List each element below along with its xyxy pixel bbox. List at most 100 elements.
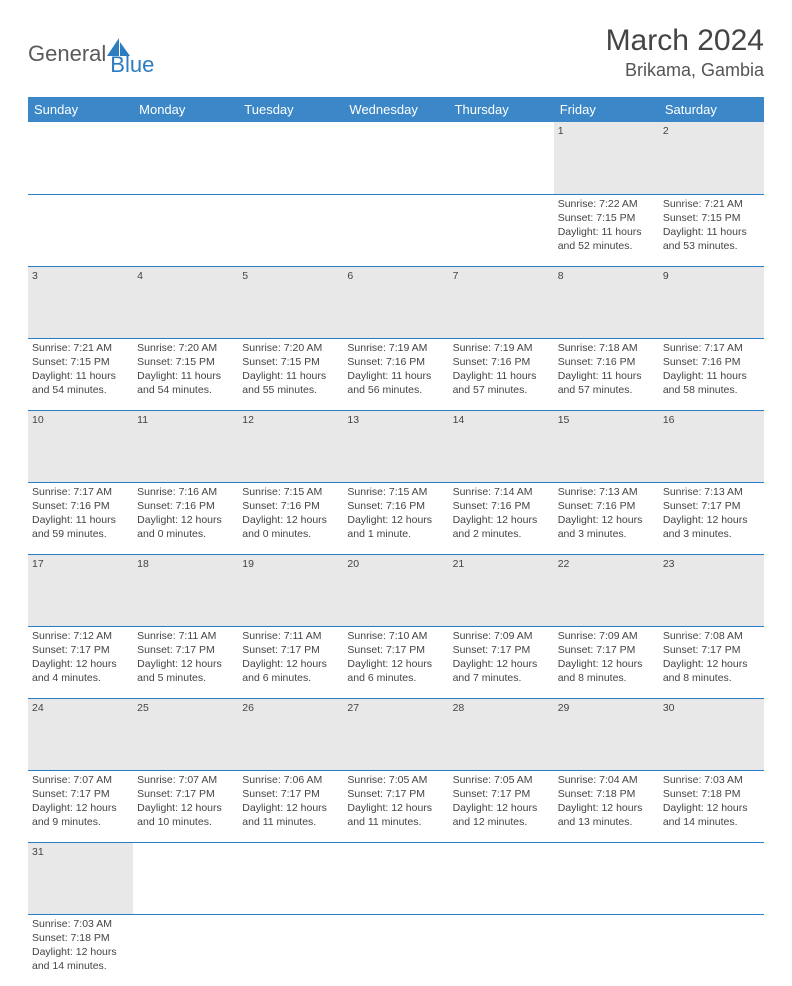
sunrise-text: Sunrise: 7:05 AM <box>347 773 444 787</box>
day-number-cell: 5 <box>238 266 343 338</box>
day-number-cell: 10 <box>28 410 133 482</box>
day-number-cell: 14 <box>449 410 554 482</box>
weekday-header: Friday <box>554 97 659 122</box>
sunset-text: Sunset: 7:16 PM <box>453 355 550 369</box>
daylight-text: and 0 minutes. <box>137 527 234 541</box>
daynum-row: 31 <box>28 842 764 914</box>
day-number-cell: 6 <box>343 266 448 338</box>
day-detail-cell: Sunrise: 7:21 AMSunset: 7:15 PMDaylight:… <box>28 338 133 410</box>
sunrise-text: Sunrise: 7:17 AM <box>663 341 760 355</box>
day-number-cell <box>28 122 133 194</box>
daylight-text: and 55 minutes. <box>242 383 339 397</box>
daylight-text: Daylight: 12 hours <box>347 513 444 527</box>
sunset-text: Sunset: 7:17 PM <box>663 643 760 657</box>
day-detail-cell: Sunrise: 7:16 AMSunset: 7:16 PMDaylight:… <box>133 482 238 554</box>
daylight-text: Daylight: 11 hours <box>347 369 444 383</box>
daylight-text: Daylight: 12 hours <box>347 657 444 671</box>
daylight-text: and 1 minute. <box>347 527 444 541</box>
sunset-text: Sunset: 7:18 PM <box>32 931 129 945</box>
day-detail-cell: Sunrise: 7:09 AMSunset: 7:17 PMDaylight:… <box>449 626 554 698</box>
sunset-text: Sunset: 7:17 PM <box>242 787 339 801</box>
daylight-text: Daylight: 12 hours <box>453 513 550 527</box>
sunrise-text: Sunrise: 7:10 AM <box>347 629 444 643</box>
daylight-text: Daylight: 12 hours <box>242 513 339 527</box>
daylight-text: Daylight: 12 hours <box>558 801 655 815</box>
day-number-cell <box>133 842 238 914</box>
sunrise-text: Sunrise: 7:08 AM <box>663 629 760 643</box>
daylight-text: Daylight: 12 hours <box>453 801 550 815</box>
sunrise-text: Sunrise: 7:04 AM <box>558 773 655 787</box>
sunset-text: Sunset: 7:17 PM <box>347 643 444 657</box>
day-detail-cell: Sunrise: 7:04 AMSunset: 7:18 PMDaylight:… <box>554 770 659 842</box>
daylight-text: and 58 minutes. <box>663 383 760 397</box>
daylight-text: and 52 minutes. <box>558 239 655 253</box>
sunrise-text: Sunrise: 7:17 AM <box>32 485 129 499</box>
sunrise-text: Sunrise: 7:11 AM <box>137 629 234 643</box>
day-detail-cell: Sunrise: 7:20 AMSunset: 7:15 PMDaylight:… <box>133 338 238 410</box>
page-title: March 2024 <box>606 24 764 58</box>
daylight-text: Daylight: 11 hours <box>558 225 655 239</box>
sunset-text: Sunset: 7:16 PM <box>242 499 339 513</box>
sunrise-text: Sunrise: 7:14 AM <box>453 485 550 499</box>
sunset-text: Sunset: 7:16 PM <box>347 499 444 513</box>
day-detail-cell: Sunrise: 7:17 AMSunset: 7:16 PMDaylight:… <box>28 482 133 554</box>
daylight-text: and 11 minutes. <box>242 815 339 829</box>
day-number-cell <box>343 842 448 914</box>
day-number-cell: 23 <box>659 554 764 626</box>
day-number-cell: 15 <box>554 410 659 482</box>
day-detail-cell: Sunrise: 7:05 AMSunset: 7:17 PMDaylight:… <box>449 770 554 842</box>
sunrise-text: Sunrise: 7:21 AM <box>32 341 129 355</box>
daylight-text: and 0 minutes. <box>242 527 339 541</box>
day-detail-cell <box>28 194 133 266</box>
daylight-text: Daylight: 12 hours <box>558 657 655 671</box>
day-detail-cell <box>449 914 554 986</box>
sunrise-text: Sunrise: 7:22 AM <box>558 197 655 211</box>
sunset-text: Sunset: 7:16 PM <box>453 499 550 513</box>
day-detail-cell: Sunrise: 7:22 AMSunset: 7:15 PMDaylight:… <box>554 194 659 266</box>
day-number-cell: 1 <box>554 122 659 194</box>
sunrise-text: Sunrise: 7:09 AM <box>453 629 550 643</box>
daylight-text: Daylight: 12 hours <box>32 801 129 815</box>
day-number-cell: 11 <box>133 410 238 482</box>
day-number-cell: 9 <box>659 266 764 338</box>
day-detail-cell: Sunrise: 7:11 AMSunset: 7:17 PMDaylight:… <box>133 626 238 698</box>
day-number-cell <box>449 122 554 194</box>
daylight-text: and 9 minutes. <box>32 815 129 829</box>
day-number-cell: 24 <box>28 698 133 770</box>
day-detail-cell <box>238 194 343 266</box>
day-detail-cell <box>343 194 448 266</box>
daylight-text: Daylight: 12 hours <box>347 801 444 815</box>
day-number-cell: 27 <box>343 698 448 770</box>
logo-text-general: General <box>28 41 106 67</box>
sunrise-text: Sunrise: 7:13 AM <box>663 485 760 499</box>
sunset-text: Sunset: 7:18 PM <box>558 787 655 801</box>
day-detail-cell: Sunrise: 7:17 AMSunset: 7:16 PMDaylight:… <box>659 338 764 410</box>
daylight-text: and 3 minutes. <box>663 527 760 541</box>
day-number-cell <box>343 122 448 194</box>
daylight-text: Daylight: 11 hours <box>558 369 655 383</box>
weekday-header-row: Sunday Monday Tuesday Wednesday Thursday… <box>28 97 764 122</box>
day-detail-cell <box>238 914 343 986</box>
day-number-cell: 22 <box>554 554 659 626</box>
daylight-text: Daylight: 12 hours <box>453 657 550 671</box>
day-number-cell: 31 <box>28 842 133 914</box>
sunset-text: Sunset: 7:18 PM <box>663 787 760 801</box>
daylight-text: Daylight: 12 hours <box>663 801 760 815</box>
daylight-text: and 57 minutes. <box>453 383 550 397</box>
daylight-text: Daylight: 11 hours <box>663 369 760 383</box>
daylight-text: Daylight: 12 hours <box>558 513 655 527</box>
day-detail-cell: Sunrise: 7:03 AMSunset: 7:18 PMDaylight:… <box>659 770 764 842</box>
detail-row: Sunrise: 7:12 AMSunset: 7:17 PMDaylight:… <box>28 626 764 698</box>
sunset-text: Sunset: 7:17 PM <box>137 643 234 657</box>
day-number-cell <box>238 122 343 194</box>
daylight-text: and 8 minutes. <box>558 671 655 685</box>
day-detail-cell: Sunrise: 7:03 AMSunset: 7:18 PMDaylight:… <box>28 914 133 986</box>
daynum-row: 12 <box>28 122 764 194</box>
daylight-text: and 11 minutes. <box>347 815 444 829</box>
day-detail-cell <box>343 914 448 986</box>
sunset-text: Sunset: 7:17 PM <box>453 787 550 801</box>
sunset-text: Sunset: 7:16 PM <box>137 499 234 513</box>
sunset-text: Sunset: 7:16 PM <box>347 355 444 369</box>
day-detail-cell: Sunrise: 7:15 AMSunset: 7:16 PMDaylight:… <box>238 482 343 554</box>
daylight-text: Daylight: 12 hours <box>137 801 234 815</box>
